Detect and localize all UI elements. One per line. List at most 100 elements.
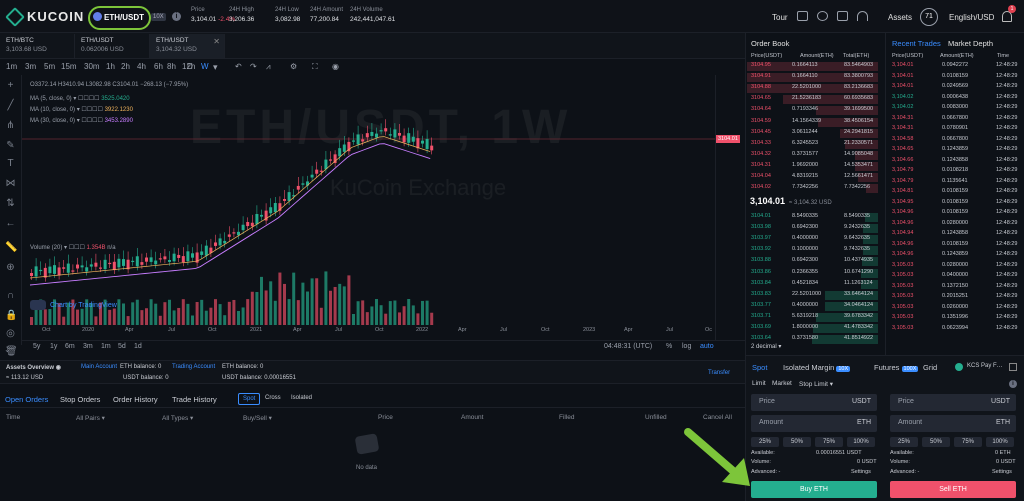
- tab-stop-orders[interactable]: Stop Orders: [60, 395, 101, 404]
- orderbook-row[interactable]: 3103.83 22.5201000 33.6464124: [746, 290, 878, 300]
- orderbook-row[interactable]: 3104.32 0.3731577 14.9085048: [746, 150, 878, 160]
- buy-pct-50[interactable]: 50%: [783, 437, 811, 447]
- bell-icon[interactable]: [1002, 11, 1012, 22]
- assets-overview-title[interactable]: Assets Overview ◉: [6, 365, 61, 371]
- orderbook-row[interactable]: 3103.69 1.8000000 41.4783342: [746, 324, 878, 333]
- close-icon[interactable]: ✕: [213, 37, 220, 46]
- trading-account-link[interactable]: Trading Account: [172, 364, 216, 370]
- range-6m[interactable]: 6m: [65, 343, 75, 350]
- auto-toggle[interactable]: auto: [700, 343, 714, 350]
- orders-icon[interactable]: [797, 11, 808, 21]
- orderbook-row[interactable]: 3103.64 0.3731580 41.8514922: [746, 335, 878, 345]
- sell-amount-input[interactable]: Amount ETH: [890, 415, 1016, 432]
- buy-price-input[interactable]: Price USDT: [751, 394, 877, 411]
- pair-tab-eth-btc[interactable]: ETH/BTC 3,103.68 USD: [0, 34, 75, 58]
- timeframe-15m[interactable]: 15m: [61, 62, 77, 71]
- trendline-icon[interactable]: ╱: [7, 100, 14, 111]
- orderbook-row[interactable]: 3104.33 6.3245523 21.2330571: [746, 139, 878, 149]
- orderbook-row[interactable]: 3103.71 5.6319218 39.6783342: [746, 312, 878, 322]
- timeframe-6h[interactable]: 6h: [154, 62, 163, 71]
- order-type-market[interactable]: Market: [772, 380, 792, 387]
- tradingview-badge[interactable]: Chart by TradingView: [30, 300, 117, 310]
- language-selector[interactable]: English/USD: [949, 13, 995, 22]
- trash-icon[interactable]: 🗑: [5, 346, 18, 357]
- zoom-icon[interactable]: ⊕: [6, 262, 15, 273]
- orderbook-row[interactable]: 3103.84 0.4521834 11.1263124: [746, 279, 878, 289]
- undo-icon[interactable]: ↶: [235, 62, 242, 71]
- settings-icon[interactable]: ⚙: [290, 62, 298, 71]
- pitchfork-icon[interactable]: ⋔: [6, 120, 15, 131]
- tab-recent-trades[interactable]: Recent Trades: [892, 39, 941, 48]
- main-account-link[interactable]: Main Account: [81, 364, 118, 370]
- tab-grid[interactable]: Grid: [923, 363, 938, 372]
- range-1d[interactable]: 1d: [134, 343, 142, 350]
- orderbook-row[interactable]: 3103.88 0.6942300 10.4374935: [746, 257, 878, 267]
- timeframe-5m[interactable]: 5m: [44, 62, 56, 71]
- collapse-icon[interactable]: ⌄: [4, 345, 11, 354]
- chip-cross[interactable]: Cross: [265, 395, 281, 401]
- tab-market-depth[interactable]: Market Depth: [948, 39, 994, 48]
- tab-futures[interactable]: Futures 100X: [874, 363, 919, 372]
- kcs-pay-fee[interactable]: KCS Pay F…: [967, 363, 1003, 369]
- order-type-stop-limit[interactable]: Stop Limit ▾: [799, 381, 833, 388]
- range-5y[interactable]: 5y: [33, 343, 41, 350]
- timeframe-D[interactable]: D: [187, 62, 193, 71]
- crosshair-icon[interactable]: +: [7, 80, 14, 91]
- buy-amount-input[interactable]: Amount ETH: [751, 415, 877, 432]
- sell-pct-25[interactable]: 25%: [890, 437, 918, 447]
- orderbook-row[interactable]: 3104.31 1.9692000 14.5353471: [746, 161, 878, 171]
- chart-type-dropdown[interactable]: ▾: [213, 62, 218, 72]
- orderbook-row[interactable]: 3103.77 0.4000000 34.0464124: [746, 301, 878, 311]
- timeframe-12h[interactable]: 12h: [182, 62, 196, 71]
- timeframe-1m[interactable]: 1m: [6, 62, 18, 71]
- orderbook-row[interactable]: 3104.45 3.0611244 24.2941815: [746, 128, 878, 138]
- redo-icon[interactable]: ↷: [250, 62, 257, 71]
- orderbook-row[interactable]: 3103.97 0.4000000 9.6432635: [746, 235, 878, 245]
- col-all-pairs[interactable]: All Pairs ▾: [76, 415, 105, 422]
- buy-pct-100[interactable]: 100%: [847, 437, 875, 447]
- percent-toggle[interactable]: %: [666, 343, 673, 350]
- orderbook-row[interactable]: 3104.65 21.5236183 60.6935683: [746, 95, 878, 105]
- chip-spot[interactable]: Spot: [238, 393, 261, 405]
- text-icon[interactable]: T: [7, 158, 14, 169]
- camera-icon[interactable]: ◉: [332, 62, 339, 71]
- tab-order-history[interactable]: Order History: [113, 395, 158, 404]
- sell-eth-button[interactable]: Sell ETH: [890, 481, 1016, 498]
- orderbook-row[interactable]: 3103.86 0.2366355 10.6741290: [746, 268, 878, 278]
- pair-tab-eth-usdt[interactable]: ETH/USDT 0.062006 USD: [75, 34, 150, 58]
- fullscreen-icon[interactable]: ⛶: [312, 62, 318, 71]
- transfer-link[interactable]: Transfer: [708, 370, 731, 376]
- decimal-select[interactable]: 2 decimal ▾: [751, 344, 782, 350]
- sell-settings[interactable]: Settings: [992, 469, 1012, 475]
- support-icon[interactable]: [817, 11, 828, 21]
- indicators-icon[interactable]: ⩘: [266, 62, 271, 71]
- range-1y[interactable]: 1y: [50, 343, 58, 350]
- range-1m[interactable]: 1m: [101, 343, 111, 350]
- price-chart[interactable]: [22, 75, 715, 337]
- timeframe-1h[interactable]: 1h: [106, 62, 115, 71]
- timeframe-30m[interactable]: 30m: [84, 62, 100, 71]
- tour-link[interactable]: Tour: [772, 13, 788, 22]
- buy-eth-button[interactable]: Buy ETH: [751, 481, 877, 498]
- timeframe-4h[interactable]: 4h: [137, 62, 146, 71]
- eye-icon[interactable]: ◎: [6, 328, 15, 339]
- buy-advanced[interactable]: Advanced: -: [751, 469, 781, 475]
- range-5d[interactable]: 5d: [118, 343, 126, 350]
- chip-isolated[interactable]: Isolated: [291, 395, 313, 401]
- orderbook-row[interactable]: 3104.64 0.7193346 39.1699500: [746, 106, 878, 116]
- timeframe-3m[interactable]: 3m: [25, 62, 37, 71]
- gift-icon[interactable]: [837, 11, 848, 21]
- brush-icon[interactable]: ✎: [6, 140, 15, 151]
- orderbook-row[interactable]: 3104.01 8.5490335 8.5490335: [746, 213, 878, 222]
- orderbook-row[interactable]: 3104.59 14.1564339 38.4506154: [746, 117, 878, 127]
- kucoin-logo[interactable]: KUCOIN: [5, 6, 84, 27]
- orderbook-row[interactable]: 3104.04 4.8319215 12.5661471: [746, 173, 878, 182]
- orderbook-row[interactable]: 3103.98 0.6942300 9.2432635: [746, 224, 878, 234]
- orderbook-row[interactable]: 3104.95 0.1664113 83.5464903: [746, 62, 878, 71]
- timeframe-8h[interactable]: 8h: [167, 62, 176, 71]
- col-buy-sell[interactable]: Buy/Sell ▾: [243, 415, 272, 422]
- pattern-icon[interactable]: ⋈: [5, 178, 16, 189]
- info-icon[interactable]: i: [172, 12, 181, 21]
- pair-tab-eth-usdt-active[interactable]: ETH/USDT 3,104.32 USD ✕: [150, 34, 225, 58]
- orderbook-row[interactable]: 3104.02 7.7342256 7.7342256: [746, 184, 878, 194]
